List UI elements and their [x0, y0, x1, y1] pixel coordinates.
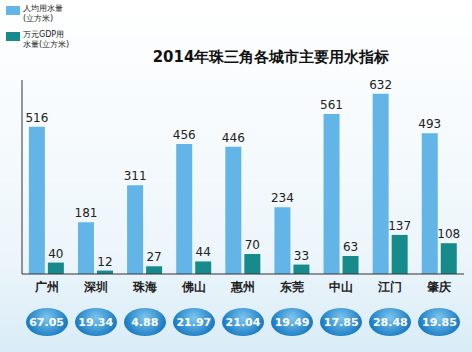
svg-text:70: 70: [245, 238, 260, 252]
svg-text:珠海: 珠海: [132, 280, 157, 294]
html-text:21.04: 21.04: [225, 315, 261, 329]
svg-text:516: 516: [25, 111, 48, 125]
svg-text:惠州: 惠州: [230, 280, 255, 294]
svg-text:456: 456: [173, 128, 196, 142]
html-text:4.88: 4.88: [131, 315, 159, 329]
html-text:人均用水量(立方米): 人均用水量(立方米): [23, 4, 63, 23]
svg-text:江门: 江门: [377, 280, 402, 294]
svg-text:深圳: 深圳: [83, 280, 108, 294]
svg-text:佛山: 佛山: [181, 280, 206, 294]
html-text:19.34: 19.34: [78, 315, 113, 329]
html-text:19.49: 19.49: [274, 315, 310, 329]
svg-text:广州: 广州: [34, 280, 59, 294]
html-text:17.85: 17.85: [323, 315, 359, 329]
svg-text:40: 40: [48, 247, 63, 261]
svg-text:27: 27: [146, 250, 161, 264]
svg-text:33: 33: [294, 249, 309, 263]
svg-text:446: 446: [222, 131, 245, 145]
svg-text:181: 181: [75, 206, 98, 220]
svg-text:137: 137: [388, 219, 411, 233]
html-text:19.85: 19.85: [422, 315, 457, 329]
svg-text:肇庆: 肇庆: [426, 280, 451, 294]
svg-text:63: 63: [343, 240, 358, 254]
svg-text:632: 632: [369, 78, 392, 92]
svg-text:234: 234: [271, 191, 294, 205]
svg-text:561: 561: [320, 98, 343, 112]
html-text:万元GDP用水量(立方米): 万元GDP用水量(立方米): [23, 30, 70, 49]
svg-text:44: 44: [196, 245, 211, 259]
html-text:21.97: 21.97: [176, 315, 212, 329]
svg-text:493: 493: [418, 117, 441, 131]
html-text:67.05: 67.05: [29, 315, 64, 329]
html-text:2014年珠三角各城市主要用水指标: 2014年珠三角各城市主要用水指标: [152, 48, 390, 66]
svg-text:12: 12: [97, 255, 112, 269]
svg-text:东莞: 东莞: [279, 280, 304, 294]
svg-text:中山: 中山: [329, 280, 353, 294]
html-text:28.48: 28.48: [372, 315, 408, 329]
svg-text:311: 311: [124, 169, 147, 183]
svg-text:108: 108: [437, 227, 460, 241]
